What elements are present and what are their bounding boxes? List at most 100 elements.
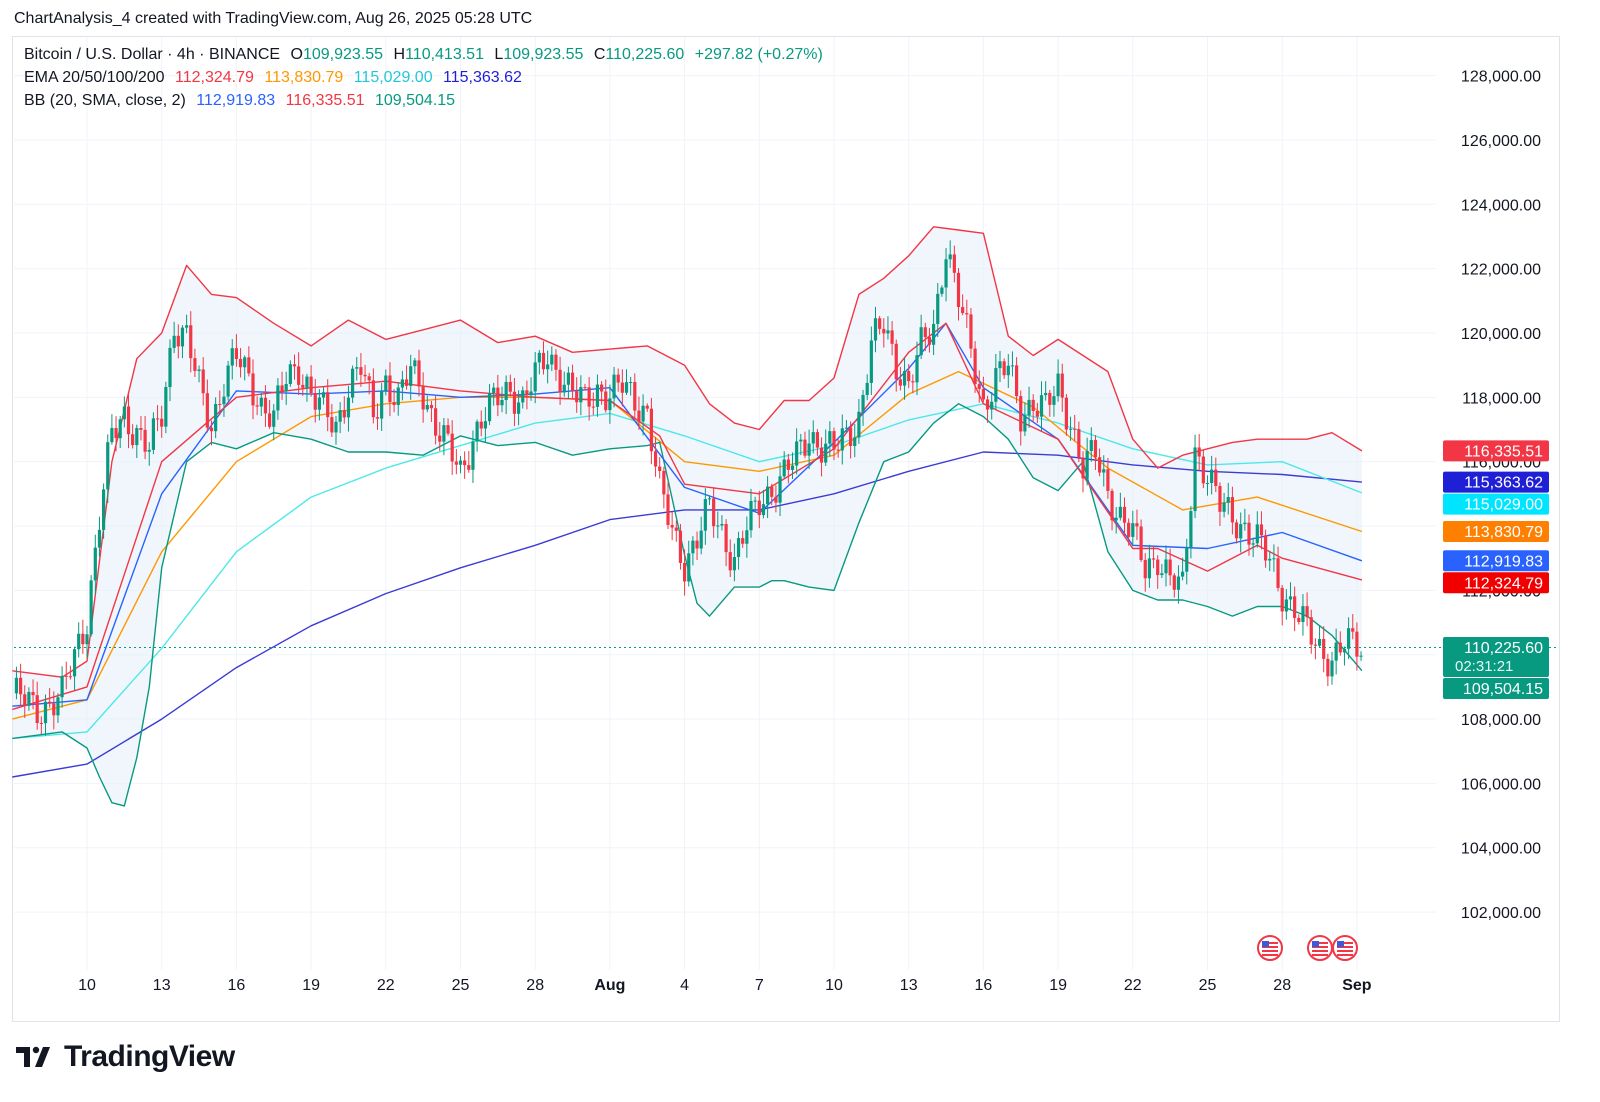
candle-body[interactable] xyxy=(317,397,321,410)
candle-body[interactable] xyxy=(375,417,380,419)
candle-body[interactable] xyxy=(1313,644,1317,646)
candle-body[interactable] xyxy=(255,405,259,407)
candle-body[interactable] xyxy=(525,390,529,396)
candle-body[interactable] xyxy=(1305,606,1309,618)
candle-body[interactable] xyxy=(616,374,620,383)
candle-body[interactable] xyxy=(1172,575,1176,590)
candle-body[interactable] xyxy=(732,557,736,571)
candle-body[interactable] xyxy=(222,396,226,405)
candle-body[interactable] xyxy=(263,397,268,414)
candle-body[interactable] xyxy=(936,293,940,324)
candle-body[interactable] xyxy=(641,405,645,422)
candle-body[interactable] xyxy=(1284,599,1288,612)
candle-body[interactable] xyxy=(1347,628,1351,649)
candle-body[interactable] xyxy=(844,427,849,429)
candle-body[interactable] xyxy=(1031,399,1035,412)
candle-body[interactable] xyxy=(301,384,305,388)
candle-body[interactable] xyxy=(297,366,301,385)
candle-body[interactable] xyxy=(268,413,272,427)
candle-body[interactable] xyxy=(172,335,176,348)
candle-body[interactable] xyxy=(131,434,135,446)
candle-body[interactable] xyxy=(471,441,475,470)
price-label-box[interactable] xyxy=(1443,520,1549,542)
candle-body[interactable] xyxy=(828,431,832,444)
candle-body[interactable] xyxy=(1322,639,1326,659)
candle-body[interactable] xyxy=(384,375,388,391)
candle-body[interactable] xyxy=(1060,373,1064,398)
candle-body[interactable] xyxy=(479,421,483,429)
candle-body[interactable] xyxy=(27,691,31,706)
candle-body[interactable] xyxy=(757,500,761,516)
candle-body[interactable] xyxy=(151,418,155,450)
candle-body[interactable] xyxy=(537,352,541,363)
candle-body[interactable] xyxy=(168,347,172,388)
candle-body[interactable] xyxy=(1268,558,1272,561)
candle-body[interactable] xyxy=(1359,655,1363,657)
candle-body[interactable] xyxy=(550,354,554,365)
candle-body[interactable] xyxy=(1139,526,1143,560)
candle-body[interactable] xyxy=(155,418,160,420)
candle-body[interactable] xyxy=(961,307,965,314)
candle-body[interactable] xyxy=(766,486,770,505)
candle-body[interactable] xyxy=(259,397,263,407)
candle-body[interactable] xyxy=(608,398,612,411)
candle-body[interactable] xyxy=(1272,558,1276,560)
ema-label[interactable]: EMA 20/50/100/200 xyxy=(24,69,165,86)
candle-body[interactable] xyxy=(1102,469,1106,473)
candle-body[interactable] xyxy=(189,325,193,359)
candle-body[interactable] xyxy=(450,433,454,462)
candle-body[interactable] xyxy=(570,372,575,392)
candle-body[interactable] xyxy=(687,553,691,582)
candle-body[interactable] xyxy=(952,254,956,273)
price-label-box[interactable] xyxy=(1443,572,1549,594)
candle-body[interactable] xyxy=(272,410,276,427)
candle-body[interactable] xyxy=(185,325,189,328)
candle-body[interactable] xyxy=(1164,559,1168,574)
candle-body[interactable] xyxy=(60,675,64,698)
candle-body[interactable] xyxy=(716,525,720,527)
candle-body[interactable] xyxy=(1114,517,1118,521)
candle-body[interactable] xyxy=(342,410,346,418)
candle-body[interactable] xyxy=(927,337,932,345)
candle-body[interactable] xyxy=(434,408,438,436)
candle-body[interactable] xyxy=(118,419,122,439)
candle-body[interactable] xyxy=(1239,524,1243,539)
candle-body[interactable] xyxy=(695,540,699,549)
candle-body[interactable] xyxy=(1064,397,1068,430)
candle-body[interactable] xyxy=(878,318,882,329)
candle-body[interactable] xyxy=(1276,558,1280,588)
candle-body[interactable] xyxy=(1023,415,1027,432)
candle-body[interactable] xyxy=(832,431,836,450)
candle-body[interactable] xyxy=(1234,522,1239,539)
candle-body[interactable] xyxy=(1288,596,1293,600)
candle-body[interactable] xyxy=(533,362,537,392)
candle-body[interactable] xyxy=(1205,482,1210,484)
candle-body[interactable] xyxy=(666,494,670,525)
candle-body[interactable] xyxy=(624,382,629,393)
candle-body[interactable] xyxy=(1330,660,1334,677)
candle-body[interactable] xyxy=(504,381,508,400)
candle-body[interactable] xyxy=(1110,490,1114,521)
candle-body[interactable] xyxy=(1093,440,1098,458)
candle-body[interactable] xyxy=(230,348,234,366)
candle-body[interactable] xyxy=(1297,617,1301,622)
candle-body[interactable] xyxy=(583,387,587,389)
candle-body[interactable] xyxy=(662,470,666,495)
candle-body[interactable] xyxy=(973,348,977,385)
candle-body[interactable] xyxy=(417,360,421,387)
candle-body[interactable] xyxy=(1193,447,1197,512)
candle-body[interactable] xyxy=(940,287,944,294)
candle-body[interactable] xyxy=(180,327,185,347)
candle-body[interactable] xyxy=(326,392,330,418)
candle-body[interactable] xyxy=(492,387,496,394)
candle-body[interactable] xyxy=(1226,497,1230,503)
candle-body[interactable] xyxy=(882,328,886,334)
candle-body[interactable] xyxy=(446,425,450,434)
candle-body[interactable] xyxy=(1147,558,1151,579)
candle-body[interactable] xyxy=(1019,396,1023,432)
candle-body[interactable] xyxy=(31,691,35,696)
candle-body[interactable] xyxy=(1127,522,1131,537)
candle-body[interactable] xyxy=(1334,642,1338,661)
candle-body[interactable] xyxy=(110,428,114,443)
